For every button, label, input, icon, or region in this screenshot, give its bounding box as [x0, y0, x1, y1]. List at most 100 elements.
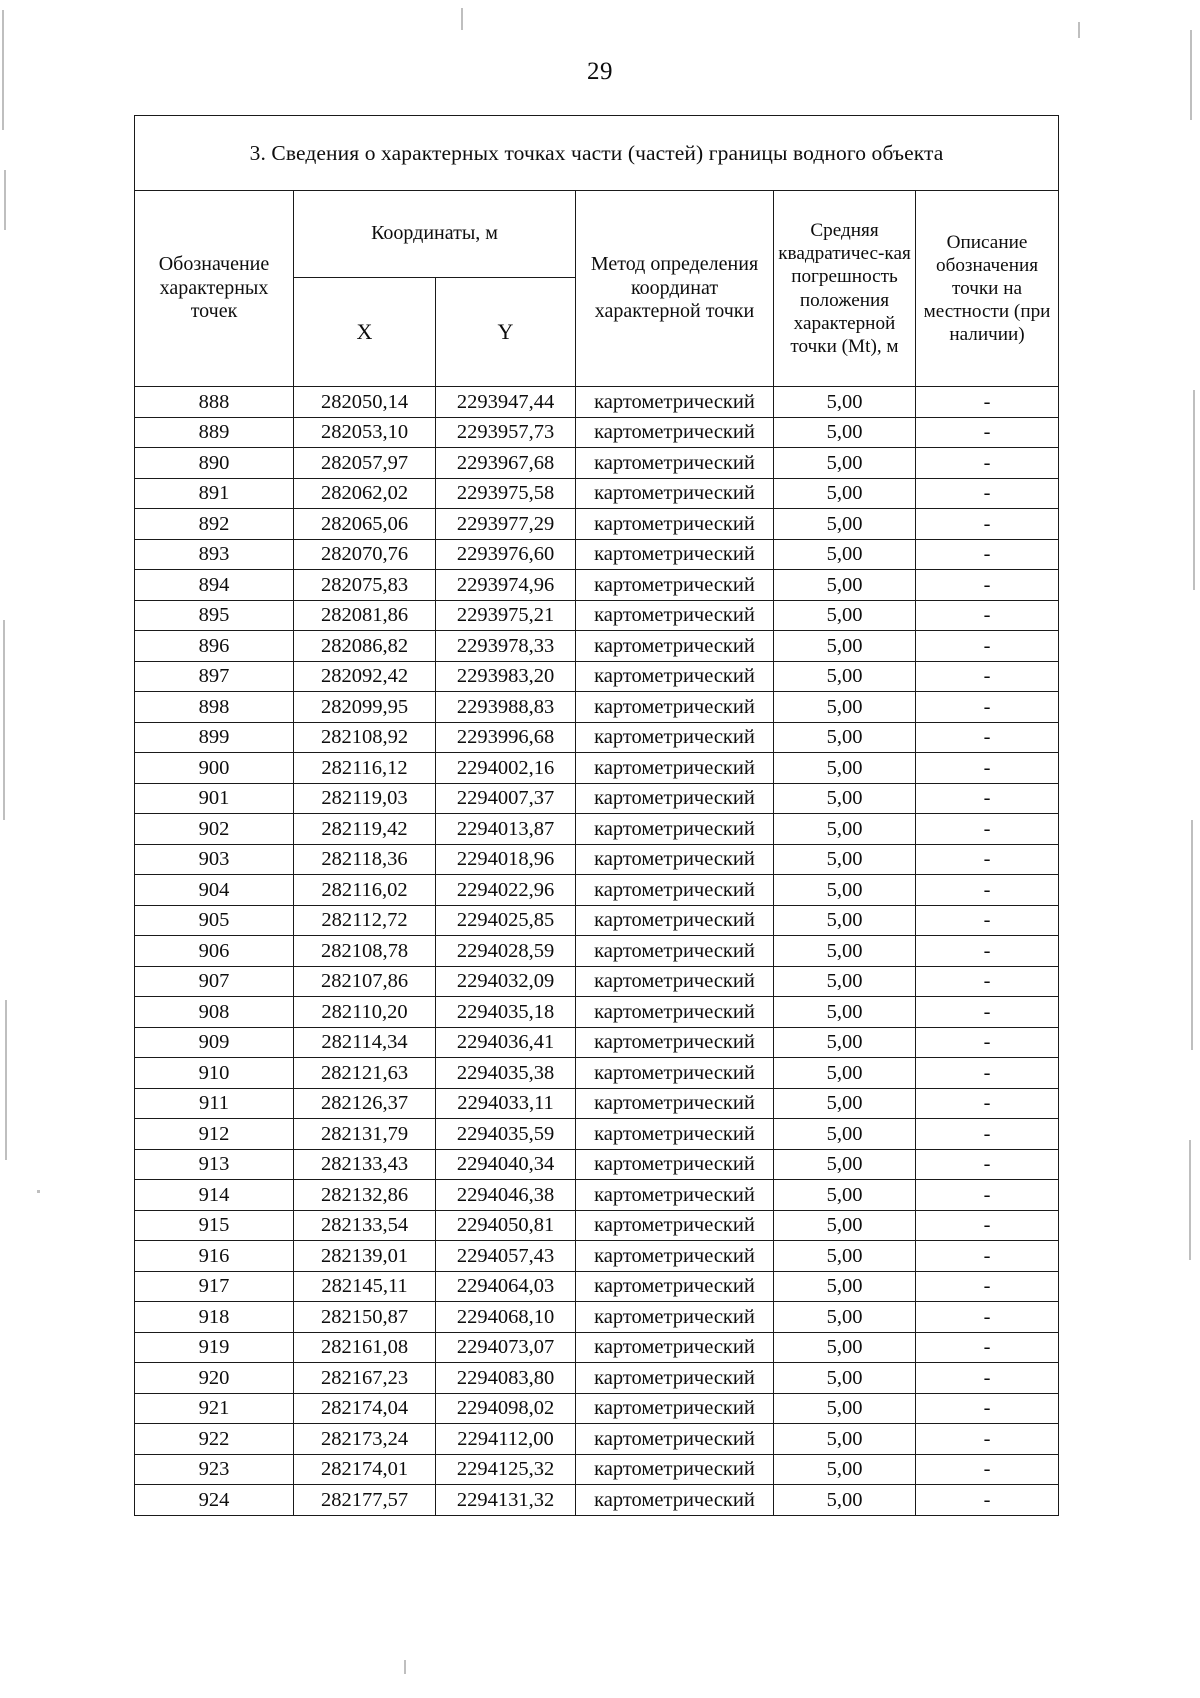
table-row: 902 282119,42 2294013,87 картометрический 5,…: [134, 813, 1060, 845]
cell-method: картометрический: [575, 1362, 774, 1394]
cell-coordinate-y: 2294112,00: [435, 1423, 576, 1455]
cell-coordinate-y: 2294002,16: [435, 752, 576, 784]
cell-mse: 5,00: [773, 813, 916, 845]
cell-description: -: [914, 1057, 1060, 1089]
cell-coordinate-x: 282118,36: [293, 843, 436, 875]
table-row: 913 282133,43 2294040,34 картометрический 5,…: [134, 1148, 1060, 1180]
table-row: 900 282116,12 2294002,16 картометрический 5,…: [134, 752, 1060, 784]
cell-description: -: [914, 752, 1060, 784]
cell-point-designation: 921: [134, 1392, 294, 1424]
col-header-point-designation: Обозначение характерных точек: [134, 190, 294, 387]
cell-method: картометрический: [575, 1087, 774, 1119]
cell-coordinate-y: 2294068,10: [435, 1301, 576, 1333]
cell-method: картометрический: [575, 1240, 774, 1272]
cell-mse: 5,00: [773, 721, 916, 753]
cell-mse: 5,00: [773, 1179, 916, 1211]
cell-coordinate-y: 2294046,38: [435, 1179, 576, 1211]
col-header-method: Метод определения координат характерной …: [575, 190, 774, 387]
cell-point-designation: 910: [134, 1057, 294, 1089]
cell-point-designation: 893: [134, 538, 294, 570]
cell-coordinate-x: 282108,78: [293, 935, 436, 967]
cell-coordinate-y: 2294018,96: [435, 843, 576, 875]
cell-method: картометрический: [575, 1026, 774, 1058]
cell-method: картометрический: [575, 904, 774, 936]
cell-coordinate-x: 282070,76: [293, 538, 436, 570]
cell-point-designation: 905: [134, 904, 294, 936]
cell-coordinate-x: 282116,12: [293, 752, 436, 784]
cell-description: -: [914, 904, 1060, 936]
cell-point-designation: 900: [134, 752, 294, 784]
cell-method: картометрический: [575, 935, 774, 967]
cell-coordinate-x: 282053,10: [293, 416, 436, 448]
cell-point-designation: 898: [134, 691, 294, 723]
cell-coordinate-y: 2293974,96: [435, 569, 576, 601]
table-row: 890 282057,97 2293967,68 картометрический 5,…: [134, 447, 1060, 479]
cell-point-designation: 891: [134, 477, 294, 509]
table-row: 904 282116,02 2294022,96 картометрический 5,…: [134, 874, 1060, 906]
cell-mse: 5,00: [773, 1423, 916, 1455]
cell-point-designation: 901: [134, 782, 294, 814]
cell-coordinate-y: 2294013,87: [435, 813, 576, 845]
scan-speckle: [404, 1660, 406, 1674]
cell-mse: 5,00: [773, 1148, 916, 1180]
table-row: 889 282053,10 2293957,73 картометрический 5,…: [134, 416, 1060, 448]
col-header-mse: Средняя квадратичес-кая погрешность поло…: [773, 190, 916, 387]
scan-speckle: [1193, 390, 1195, 590]
cell-coordinate-y: 2293975,58: [435, 477, 576, 509]
cell-coordinate-x: 282065,06: [293, 508, 436, 540]
col-header-coordinates-group: Координаты, м: [293, 190, 576, 278]
header-row-secondary: X Y: [135, 277, 1059, 387]
cell-description: -: [914, 660, 1060, 692]
cell-coordinate-x: 282126,37: [293, 1087, 436, 1119]
cell-coordinate-y: 2294035,18: [435, 996, 576, 1028]
cell-description: -: [914, 813, 1060, 845]
cell-point-designation: 902: [134, 813, 294, 845]
table-row: 922 282173,24 2294112,00 картометрический 5,…: [134, 1423, 1060, 1455]
cell-coordinate-x: 282112,72: [293, 904, 436, 936]
table-header: 3. Сведения о характерных точках части (…: [133, 115, 1060, 387]
cell-description: -: [914, 843, 1060, 875]
cell-description: -: [914, 1392, 1060, 1424]
cell-mse: 5,00: [773, 1118, 916, 1150]
scan-speckle: [1191, 820, 1193, 1050]
cell-coordinate-y: 2294098,02: [435, 1392, 576, 1424]
cell-method: картометрический: [575, 752, 774, 784]
cell-method: картометрический: [575, 1179, 774, 1211]
cell-method: картометрический: [575, 508, 774, 540]
scan-speckle: [5, 1000, 7, 1160]
cell-coordinate-x: 282174,04: [293, 1392, 436, 1424]
cell-point-designation: 908: [134, 996, 294, 1028]
cell-coordinate-y: 2294057,43: [435, 1240, 576, 1272]
cell-mse: 5,00: [773, 1331, 916, 1363]
cell-description: -: [914, 1209, 1060, 1241]
table-row: 892 282065,06 2293977,29 картометрический 5,…: [134, 508, 1060, 540]
cell-coordinate-y: 2294033,11: [435, 1087, 576, 1119]
cell-description: -: [914, 721, 1060, 753]
cell-point-designation: 895: [134, 599, 294, 631]
table-row: 899 282108,92 2293996,68 картометрический 5,…: [134, 721, 1060, 753]
cell-coordinate-x: 282108,92: [293, 721, 436, 753]
cell-coordinate-y: 2294083,80: [435, 1362, 576, 1394]
cell-description: -: [914, 935, 1060, 967]
cell-coordinate-x: 282092,42: [293, 660, 436, 692]
cell-description: -: [914, 1179, 1060, 1211]
cell-description: -: [914, 1484, 1060, 1516]
cell-description: -: [914, 691, 1060, 723]
cell-method: картометрический: [575, 569, 774, 601]
table-body: 888 282050,14 2293947,44 картометрический 5,…: [134, 386, 1060, 1516]
cell-method: картометрический: [575, 1209, 774, 1241]
cell-method: картометрический: [575, 477, 774, 509]
cell-coordinate-x: 282150,87: [293, 1301, 436, 1333]
cell-description: -: [914, 447, 1060, 479]
cell-mse: 5,00: [773, 660, 916, 692]
cell-coordinate-y: 2294073,07: [435, 1331, 576, 1363]
cell-coordinate-y: 2294035,38: [435, 1057, 576, 1089]
page-number: 29: [587, 58, 613, 85]
cell-coordinate-y: 2294036,41: [435, 1026, 576, 1058]
cell-coordinate-x: 282119,03: [293, 782, 436, 814]
cell-point-designation: 889: [134, 416, 294, 448]
cell-method: картометрический: [575, 1057, 774, 1089]
cell-point-designation: 907: [134, 965, 294, 997]
cell-description: -: [914, 508, 1060, 540]
cell-description: -: [914, 1026, 1060, 1058]
